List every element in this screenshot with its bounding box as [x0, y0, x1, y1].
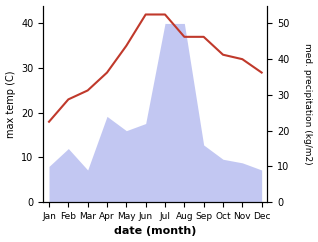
X-axis label: date (month): date (month)	[114, 227, 197, 236]
Y-axis label: med. precipitation (kg/m2): med. precipitation (kg/m2)	[303, 43, 313, 165]
Y-axis label: max temp (C): max temp (C)	[5, 70, 16, 138]
